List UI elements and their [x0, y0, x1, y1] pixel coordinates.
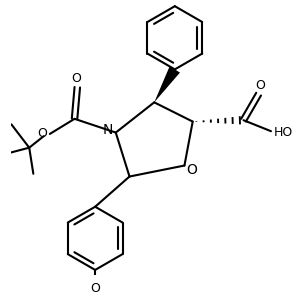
Text: O: O — [255, 79, 265, 92]
Text: O: O — [187, 163, 197, 178]
Text: O: O — [71, 72, 81, 85]
Polygon shape — [154, 66, 180, 102]
Text: N: N — [103, 123, 113, 137]
Text: HO: HO — [274, 126, 293, 139]
Text: O: O — [90, 282, 100, 293]
Text: O: O — [37, 127, 47, 140]
